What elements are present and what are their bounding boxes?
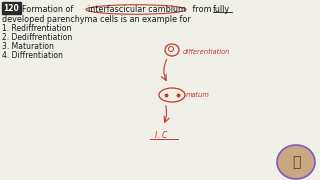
Text: I. C: I. C — [155, 132, 167, 141]
Text: 👤: 👤 — [292, 155, 300, 169]
Text: matum: matum — [186, 92, 210, 98]
Text: 120: 120 — [3, 3, 19, 12]
Text: 3. Maturation: 3. Maturation — [2, 42, 54, 51]
Text: 4. Diffrentiation: 4. Diffrentiation — [2, 51, 63, 60]
Text: 1. Rediffrentiation: 1. Rediffrentiation — [2, 24, 71, 33]
Text: from: from — [190, 5, 214, 14]
Ellipse shape — [277, 145, 315, 179]
Text: developed parenchyma cells is an example for: developed parenchyma cells is an example… — [2, 15, 191, 24]
Text: Formation of: Formation of — [22, 5, 76, 14]
Text: fully: fully — [213, 5, 230, 14]
Text: differentiation: differentiation — [183, 49, 230, 55]
Text: interfascicular cambium: interfascicular cambium — [88, 5, 186, 14]
FancyBboxPatch shape — [2, 1, 20, 14]
Text: 2. Dediffrentiation: 2. Dediffrentiation — [2, 33, 72, 42]
